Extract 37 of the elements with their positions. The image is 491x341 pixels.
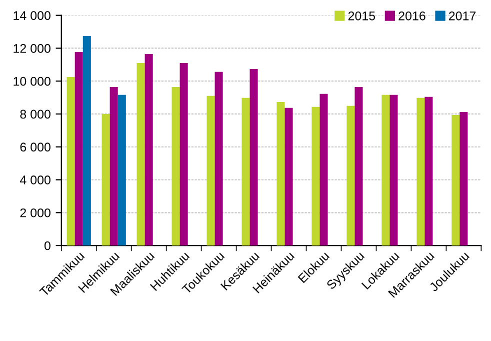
bar (118, 94, 126, 246)
bar (242, 98, 250, 246)
bar (312, 106, 320, 246)
y-tick-label: 2 000 (20, 208, 50, 218)
bar (66, 77, 75, 246)
bar (74, 52, 83, 246)
bar (424, 96, 433, 246)
y-tick-label: 10 000 (14, 76, 50, 86)
bar (320, 94, 328, 246)
legend-label: 2016 (398, 11, 426, 20)
bar (452, 114, 460, 246)
bar (250, 68, 258, 246)
bar (214, 72, 223, 246)
bar (346, 106, 355, 246)
bar (136, 63, 145, 246)
bar (460, 112, 468, 246)
bar (144, 54, 153, 246)
y-tick-label: 4 000 (20, 176, 50, 184)
y-tick-label: 6 000 (20, 142, 50, 152)
bar (416, 98, 425, 246)
legend-label: 2017 (449, 11, 476, 20)
bar (390, 94, 398, 246)
y-tick-label: 14 000 (14, 11, 50, 20)
bar (206, 96, 215, 246)
bar (284, 108, 293, 246)
bar (82, 36, 91, 246)
y-tick-label: 12 000 (14, 44, 50, 53)
bar (354, 87, 363, 246)
legend-label: 2015 (348, 11, 376, 20)
bar (172, 87, 180, 246)
y-tick-label: 0 (44, 241, 50, 250)
bar (110, 87, 118, 246)
bar (102, 114, 110, 246)
bar (382, 94, 390, 246)
bar (276, 102, 285, 246)
y-tick-label: 8 000 (20, 110, 50, 119)
bar (180, 63, 188, 246)
